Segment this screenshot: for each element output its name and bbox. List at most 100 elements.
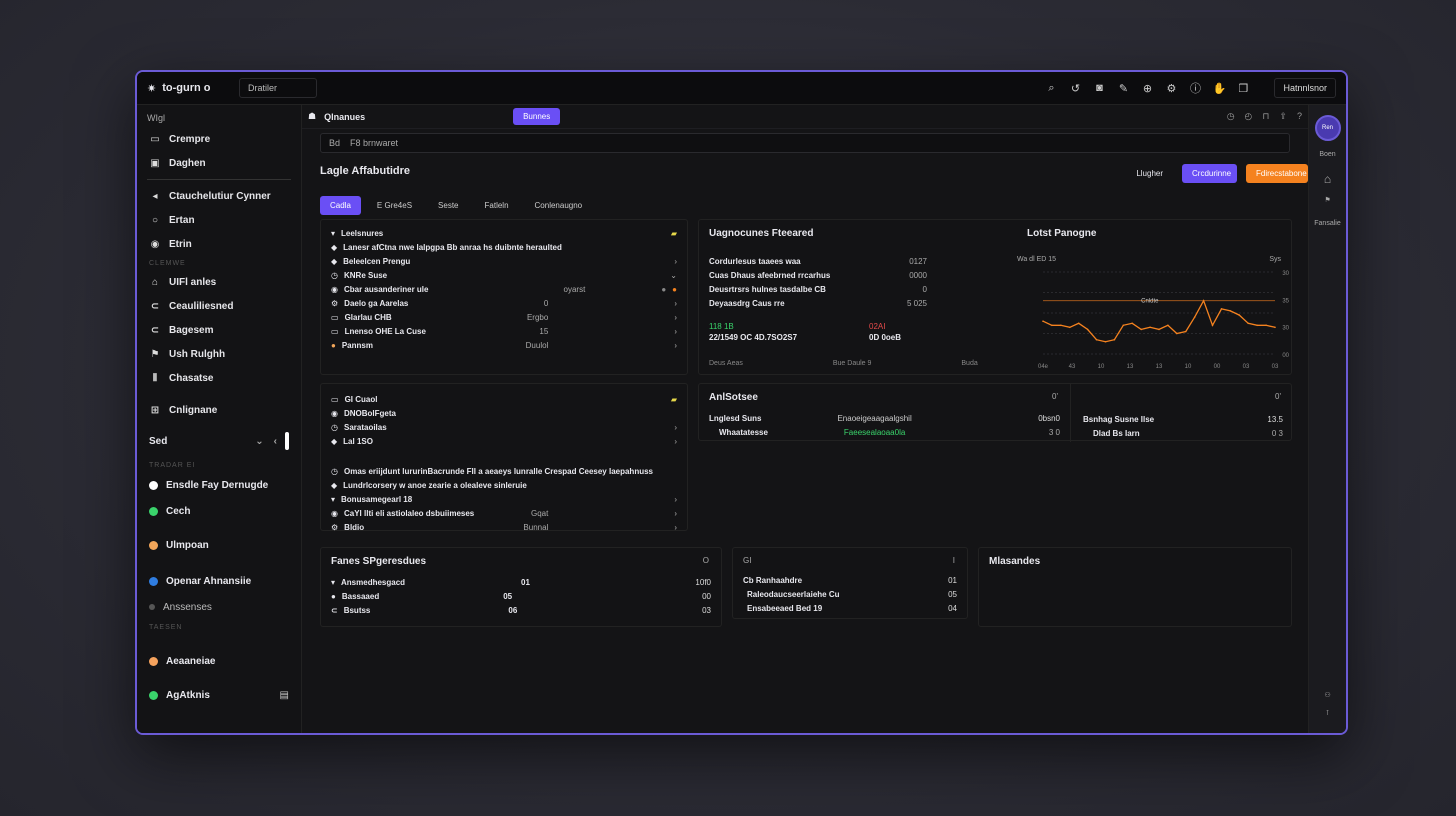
sidebar-select[interactable]: Sed ⌄ ‹ [137,428,301,454]
list-item[interactable]: ▭ Glarlau CHB Ergbo › [321,310,687,324]
scrollbar-handle[interactable] [285,432,289,450]
sidebar-item-daghen[interactable]: ▣ Daghen [137,151,301,175]
settings-icon[interactable]: ⚙ [1166,82,1177,95]
sidebar-item-crempre[interactable]: ▭ Crempre [137,127,301,151]
table-row[interactable]: ▾ Ansmedhesgacd 01 10f0 [321,575,721,589]
chevron-left-icon[interactable]: ‹ [273,435,277,447]
sidebar-item-config[interactable]: ⊞ Cnlignane [137,398,301,422]
list-item[interactable]: ● Pannsm Duulol › [321,338,687,352]
clock-icon[interactable]: ◷ [1226,111,1235,121]
pin-icon[interactable]: ⊺ [1325,710,1330,717]
analytics-row[interactable]: Lnglesd Suns Enaoeigeaagaalgshil 0bsn0 [699,411,1070,425]
filter-chip[interactable]: Conlenaugno [534,201,583,210]
hand-icon[interactable]: ✋ [1212,82,1227,95]
list-item[interactable]: ◷ Omas eriijdunt lururinBacrunde FII a ae… [321,464,687,478]
sidebar-item-chat[interactable]: ◂ Ctauchelutiur Cynner [137,184,301,208]
table-row[interactable]: Ensabeeaed Bed 19 04 [733,601,967,615]
search-icon[interactable]: ⌕ [1048,81,1055,94]
table-row[interactable]: ⊂ Bsutss 06 03 [321,603,721,617]
data-point[interactable] [1077,322,1080,325]
stat-row[interactable]: Cuas Dhaus afeebrned rrcarhus 0000 [699,268,937,282]
list-item[interactable]: ▭ Lnenso OHE La Cuse 15 › [321,324,687,338]
download-icon[interactable]: ⊕ [1142,82,1153,95]
data-point[interactable] [1167,324,1169,327]
search-input[interactable]: Bd F8 brnwaret [320,133,1290,153]
data-point[interactable] [1229,310,1232,312]
list-item[interactable]: ◷ KNRe Suse ⌄ [321,268,687,282]
document-icon[interactable]: ▤ [279,689,289,701]
sidebar-person[interactable]: Cech [137,498,301,524]
list-item[interactable]: ◆ Lanesr afCtna nwe lalpgpa Bb anraa hs d… [321,240,687,254]
list-item[interactable]: ▾ Leelsnures ▰ [321,226,687,240]
primary-button[interactable]: Crcdurinne [1182,164,1237,183]
data-point[interactable] [1158,328,1160,331]
data-point[interactable] [1256,324,1258,327]
filter-chip[interactable]: E Gre4eS [376,201,413,210]
account-button[interactable]: Hatnnlsnor [1274,78,1336,98]
data-point[interactable] [1095,338,1098,341]
table-row[interactable]: Cb Ranhaahdre 01 [733,573,967,587]
table-row[interactable]: Raleodaucseerlaiehe Cu 05 [733,587,967,601]
list-item[interactable]: ◷ Sarataoilas › [321,420,687,434]
data-point[interactable] [1131,322,1133,325]
help-icon[interactable]: ? [1296,111,1302,121]
chat-icon[interactable]: ◙ [1096,82,1103,94]
sidebar-item-keys[interactable]: ⊂ Bagesem [137,318,301,342]
toggle-icon[interactable]: ● [661,284,667,294]
stat-row[interactable]: Cordurlesus taaees waa 0127 [699,254,937,268]
data-point[interactable] [1265,324,1267,327]
sidebar-item-ertan[interactable]: ○ Ertan [137,208,301,232]
sidebar-person[interactable]: Anssenses [137,594,301,620]
data-point[interactable] [1104,340,1107,343]
user-icon[interactable]: ⚇ [1324,692,1331,699]
data-point[interactable] [1051,324,1053,327]
list-item[interactable]: ◉ DNOBolFgeta [321,406,687,420]
data-point[interactable] [1211,324,1214,327]
refresh-icon[interactable]: ↺ [1070,82,1081,95]
data-point[interactable] [1086,328,1089,331]
history-icon[interactable]: ◴ [1244,111,1253,121]
sidebar-item-files[interactable]: ⌂ UIFl anles [137,270,301,294]
sidebar-item-charts[interactable]: ⦀ Chasatse [137,366,301,390]
tab-pill[interactable]: Bunnes [513,108,561,125]
data-point[interactable] [1140,328,1142,331]
list-item[interactable]: ⚙ Daelo ga Aarelas 0 › [321,296,687,310]
copy-icon[interactable]: ❐ [1238,82,1249,95]
filter-chip[interactable]: Fatleln [484,201,509,210]
analytics-row[interactable]: Dlad Bs Iarn 0 3 [1073,426,1293,440]
data-point[interactable] [1069,326,1071,329]
link-button[interactable]: Llugher [1136,169,1163,178]
list-item[interactable]: ◆ Lundrlcorsery w anoe zearie a olealeve … [321,478,687,492]
flag-icon[interactable]: ⚑ [1324,197,1331,204]
list-item[interactable]: ▭ GI Cuaol ▰ [321,392,687,406]
info-icon[interactable]: ⓘ [1189,83,1201,95]
data-point[interactable] [1185,330,1187,333]
data-point[interactable] [1193,316,1196,318]
filter-chip[interactable]: Cadla [320,196,361,215]
data-point[interactable] [1220,308,1223,310]
share-icon[interactable]: ⇪ [1279,111,1287,121]
data-point[interactable] [1042,320,1044,322]
list-item[interactable]: ◆ Beleelcen Prengu › [321,254,687,268]
sidebar-item-etrin[interactable]: ◉ Etrin [137,232,301,256]
pen-icon[interactable]: ✎ [1118,82,1129,95]
home-icon[interactable]: ⌂ [1323,172,1332,186]
table-row[interactable]: ● Bassaaed 05 00 [321,589,721,603]
series-line[interactable] [1042,299,1276,343]
sidebar-item-flags[interactable]: ⚑ Ush Rulghh [137,342,301,366]
sidebar-item-links[interactable]: ⊂ Ceauliliesned [137,294,301,318]
orange-button[interactable]: Fdirecstabone [1246,164,1308,183]
sidebar-person[interactable]: Aeaaneiae [137,648,301,674]
data-point[interactable] [1274,326,1276,329]
brand[interactable]: ✷ to-gurn o [147,82,237,95]
stat-row[interactable]: Deusrtrsrs hulnes tasdalbe CB 0 [699,282,937,296]
workspace-button[interactable]: Dratiler [239,78,317,98]
sidebar-person[interactable]: Openar Ahnansiie [137,568,301,594]
data-point[interactable] [1122,324,1125,327]
sidebar-person[interactable]: Ulmpoan [137,532,301,558]
sidebar-person[interactable]: AgAtknis ▤ [137,682,301,708]
list-item[interactable]: ◉ Cbar ausanderiner ule oyarst ● ● [321,282,687,296]
analytics-row[interactable]: Bsnhag Susne Ilse 13.5 [1073,412,1293,426]
list-item[interactable]: ◉ CaYI llti eli astiolaleo dsbuiimeses Gqa… [321,506,687,520]
data-point[interactable] [1060,324,1062,327]
